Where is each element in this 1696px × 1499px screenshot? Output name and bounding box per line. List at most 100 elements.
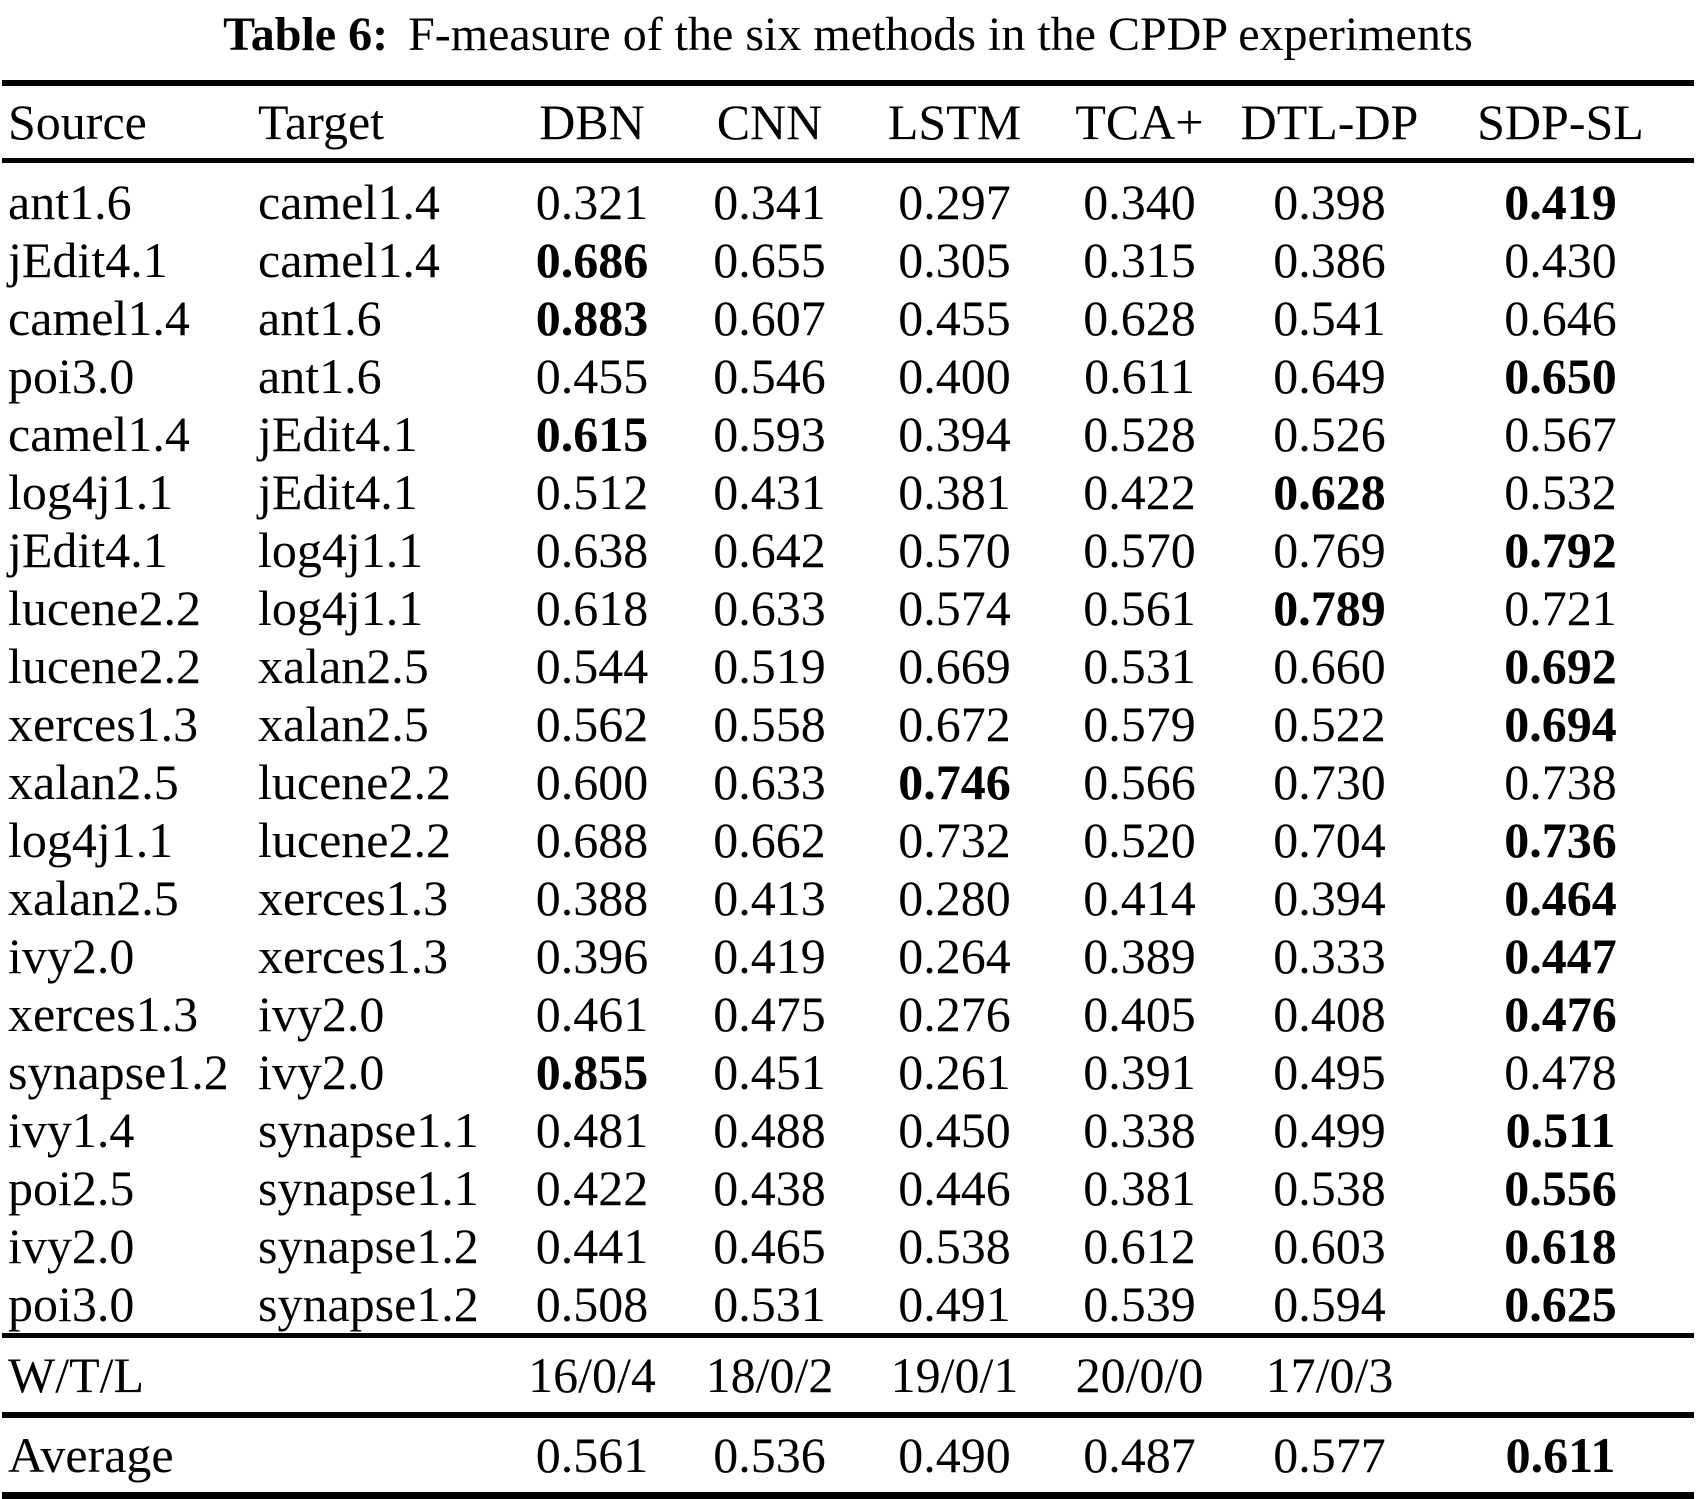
value-cell: 0.499 [1273,1102,1386,1158]
value-cell: 0.381 [1083,1160,1196,1216]
source-cell: camel1.4 [8,406,190,462]
value-cell: 0.625 [1504,1276,1617,1332]
value-cell: 0.558 [713,696,826,752]
value-cell: 0.730 [1273,754,1386,810]
value-cell: 0.721 [1504,580,1617,636]
value-cell: 0.321 [535,174,649,230]
row-label-cell: W/T/L [8,1347,145,1403]
value-cell: 0.692 [1504,638,1617,694]
col-header-sdp-sl: SDP-SL [1477,94,1644,150]
value-cell: 0.526 [1273,406,1386,462]
table-caption-text: F-measure of the six methods in the CPDP… [408,8,1473,61]
header-row: Source Target DBN CNN LSTM TCA+ DTL-DP S… [2,83,1694,161]
target-cell: lucene2.2 [258,812,451,868]
wtl-row: W/T/L 16/0/4 18/0/2 19/0/1 20/0/0 17/0/3 [2,1336,1694,1415]
value-cell: 0.618 [535,580,649,636]
value-cell: 0.628 [1083,290,1196,346]
source-cell: ivy2.0 [8,928,135,984]
value-cell: 0.594 [1273,1276,1386,1332]
table-row: ant1.6 camel1.4 0.321 0.341 0.297 0.340 0.398 0… [2,161,1694,232]
table-row: lucene2.2 log4j1.1 0.618 0.633 0.574 0.561 0.7… [2,579,1694,637]
value-cell: 0.422 [535,1160,649,1216]
target-cell: xalan2.5 [258,696,429,752]
target-cell: ant1.6 [258,348,382,404]
table-row: camel1.4 jEdit4.1 0.615 0.593 0.394 0.528 0.52… [2,405,1694,463]
f-measure-table: Source Target DBN CNN LSTM TCA+ DTL-DP S… [2,80,1694,1499]
value-cell: 0.642 [713,522,826,578]
value-cell: 0.391 [1083,1044,1196,1100]
table-row: xerces1.3 xalan2.5 0.562 0.558 0.672 0.579 0.5… [2,695,1694,753]
value-cell: 0.579 [1083,696,1196,752]
source-cell: poi3.0 [8,1276,135,1332]
value-cell: 0.611 [1084,348,1195,404]
average-value-cell: 0.611 [1505,1427,1616,1483]
value-cell: 0.446 [898,1160,1011,1216]
table-row: xerces1.3 ivy2.0 0.461 0.475 0.276 0.405 0.408… [2,985,1694,1043]
value-cell: 0.451 [713,1044,826,1100]
value-cell: 0.570 [898,522,1011,578]
value-cell: 0.455 [898,290,1011,346]
value-cell: 0.541 [1273,290,1386,346]
source-cell: xalan2.5 [8,870,179,926]
value-cell: 0.430 [1504,232,1617,288]
value-cell: 0.603 [1273,1218,1386,1274]
value-cell: 0.532 [1504,464,1617,520]
value-cell: 0.396 [535,928,649,984]
value-cell: 0.389 [1083,928,1196,984]
table-row: ivy2.0 synapse1.2 0.441 0.465 0.538 0.612 0.60… [2,1217,1694,1275]
wtl-value-cell: 16/0/4 [528,1347,656,1403]
wtl-value-cell: 20/0/0 [1075,1347,1204,1403]
target-cell: log4j1.1 [258,580,424,636]
table-row: log4j1.1 jEdit4.1 0.512 0.431 0.381 0.422 0.62… [2,463,1694,521]
value-cell: 0.660 [1273,638,1386,694]
value-cell: 0.341 [713,174,826,230]
value-cell: 0.519 [713,638,826,694]
value-cell: 0.441 [535,1218,649,1274]
target-cell: ant1.6 [258,290,382,346]
value-cell: 0.607 [713,290,826,346]
value-cell: 0.512 [535,464,649,520]
col-header-source: Source [8,94,147,150]
target-cell: camel1.4 [258,232,440,288]
table-caption: Table 6: F-measure of the six methods in … [0,0,1696,64]
table-row: poi2.5 synapse1.1 0.422 0.438 0.446 0.381 0.53… [2,1159,1694,1217]
value-cell: 0.672 [898,696,1011,752]
value-cell: 0.422 [1083,464,1196,520]
value-cell: 0.612 [1083,1218,1196,1274]
source-cell: xalan2.5 [8,754,179,810]
value-cell: 0.769 [1273,522,1386,578]
empty-cell [252,1415,507,1496]
value-cell: 0.450 [898,1102,1011,1158]
value-cell: 0.570 [1083,522,1196,578]
value-cell: 0.574 [898,580,1011,636]
value-cell: 0.333 [1273,928,1386,984]
value-cell: 0.538 [898,1218,1011,1274]
value-cell: 0.315 [1083,232,1196,288]
value-cell: 0.538 [1273,1160,1386,1216]
average-value-cell: 0.490 [898,1427,1011,1483]
source-cell: xerces1.3 [8,696,199,752]
value-cell: 0.297 [898,174,1011,230]
table-row: log4j1.1 lucene2.2 0.688 0.662 0.732 0.520 0.7… [2,811,1694,869]
value-cell: 0.688 [535,812,649,868]
value-cell: 0.276 [898,986,1011,1042]
value-cell: 0.855 [535,1044,649,1100]
value-cell: 0.615 [535,406,649,462]
target-cell: ivy2.0 [258,986,385,1042]
target-cell: lucene2.2 [258,754,451,810]
table-row: jEdit4.1 camel1.4 0.686 0.655 0.305 0.315 0.38… [2,231,1694,289]
value-cell: 0.883 [535,290,649,346]
average-value-cell: 0.487 [1083,1427,1196,1483]
value-cell: 0.413 [713,870,826,926]
table-row: xalan2.5 xerces1.3 0.388 0.413 0.280 0.414 0.3… [2,869,1694,927]
target-cell: xerces1.3 [258,870,449,926]
value-cell: 0.408 [1273,986,1386,1042]
source-cell: lucene2.2 [8,638,201,694]
value-cell: 0.261 [898,1044,1011,1100]
value-cell: 0.481 [535,1102,649,1158]
value-cell: 0.522 [1273,696,1386,752]
average-value-cell: 0.577 [1273,1427,1386,1483]
source-cell: jEdit4.1 [8,232,168,288]
value-cell: 0.669 [898,638,1011,694]
value-cell: 0.686 [535,232,649,288]
